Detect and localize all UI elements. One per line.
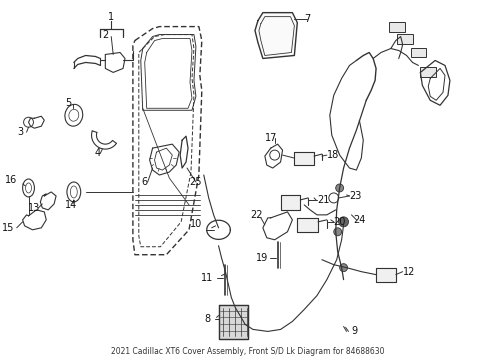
FancyBboxPatch shape (397, 33, 413, 44)
Text: 14: 14 (65, 200, 77, 210)
Text: 24: 24 (353, 215, 366, 225)
Text: 20: 20 (334, 217, 346, 227)
Polygon shape (376, 268, 396, 282)
Text: 16: 16 (4, 175, 17, 185)
Text: 9: 9 (351, 327, 358, 336)
Text: 11: 11 (201, 273, 214, 283)
Polygon shape (297, 218, 318, 232)
Text: 23: 23 (349, 191, 362, 201)
Text: 21: 21 (317, 195, 329, 205)
Circle shape (336, 184, 343, 192)
Circle shape (339, 217, 348, 227)
Circle shape (340, 264, 347, 272)
Text: 4: 4 (95, 148, 100, 158)
Polygon shape (294, 152, 314, 165)
Text: 18: 18 (327, 150, 339, 160)
Polygon shape (255, 13, 297, 58)
FancyBboxPatch shape (411, 48, 426, 58)
Text: 10: 10 (190, 219, 202, 229)
Text: 2: 2 (102, 30, 108, 40)
Text: 3: 3 (18, 127, 24, 137)
Text: 13: 13 (28, 203, 41, 213)
Text: 25: 25 (190, 177, 202, 187)
Text: 15: 15 (2, 223, 15, 233)
Text: 2021 Cadillac XT6 Cover Assembly, Front S/D Lk Diagram for 84688630: 2021 Cadillac XT6 Cover Assembly, Front … (111, 347, 385, 356)
Polygon shape (219, 305, 248, 339)
Polygon shape (281, 195, 300, 210)
FancyBboxPatch shape (420, 67, 436, 77)
Text: 12: 12 (403, 267, 415, 276)
Text: 17: 17 (265, 133, 277, 143)
Text: 19: 19 (255, 253, 268, 263)
Text: 1: 1 (108, 12, 114, 22)
Text: 22: 22 (250, 210, 263, 220)
Text: 8: 8 (204, 314, 211, 324)
Text: 5: 5 (65, 98, 71, 108)
FancyBboxPatch shape (389, 22, 405, 32)
Text: 7: 7 (304, 14, 310, 24)
Circle shape (334, 228, 342, 236)
Text: 6: 6 (142, 177, 148, 187)
